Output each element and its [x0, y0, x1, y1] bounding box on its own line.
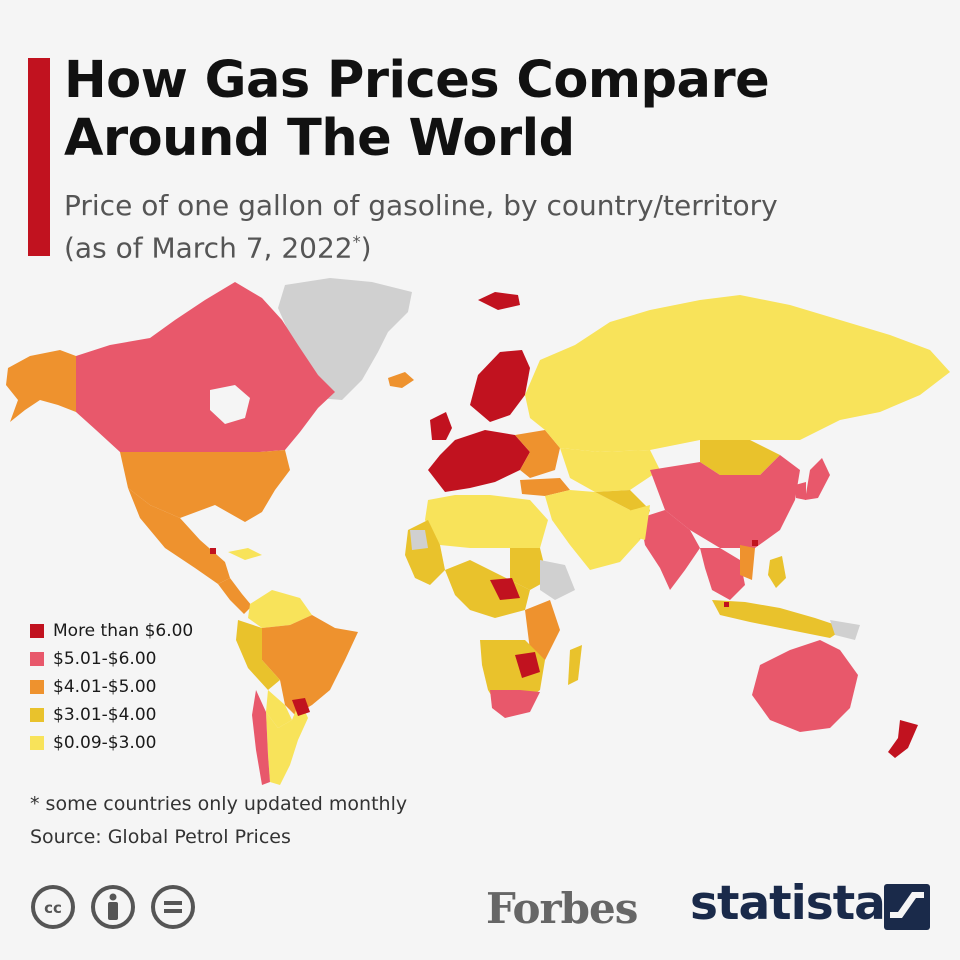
subtitle-line-1: Price of one gallon of gasoline, by coun…: [64, 189, 778, 222]
region-russia: [525, 295, 950, 452]
region-turkey: [520, 478, 570, 496]
region-caribbean: [228, 548, 262, 560]
legend-item: $4.01-$5.00: [30, 673, 193, 701]
region-horn: [540, 560, 575, 600]
world-map: [6, 278, 950, 785]
region-sudan: [510, 548, 548, 590]
page-subtitle: Price of one gallon of gasoline, by coun…: [64, 188, 924, 266]
region-western-europe: [428, 430, 530, 492]
no-derivatives-icon[interactable]: [150, 884, 196, 930]
legend-item: $0.09-$3.00: [30, 729, 193, 757]
region-central-america: [218, 578, 252, 614]
region-new-zealand: [888, 720, 918, 758]
region-singapore: [724, 602, 729, 607]
region-western-sahara: [410, 530, 428, 550]
region-middle-east: [545, 490, 640, 570]
title-line-2: Around The World: [64, 109, 575, 168]
region-central-africa: [445, 560, 530, 618]
legend-swatch: [30, 736, 44, 750]
license-icons: cc: [30, 884, 196, 930]
forbes-logo[interactable]: Forbes: [486, 884, 638, 933]
region-zimbabwe: [515, 652, 540, 678]
region-usa: [120, 450, 290, 522]
region-cayman: [210, 548, 216, 554]
region-east-africa: [525, 600, 560, 660]
region-scandinavia: [470, 350, 530, 422]
legend-label: $3.01-$4.00: [53, 705, 157, 725]
legend-item: More than $6.00: [30, 617, 193, 645]
source-note: Source: Global Petrol Prices: [30, 826, 291, 848]
region-australia: [752, 640, 858, 732]
page-title: How Gas Prices Compare Around The World: [64, 52, 924, 168]
region-papua: [830, 620, 860, 640]
region-bolivia: [266, 690, 292, 728]
region-south-africa: [490, 690, 540, 718]
region-india: [640, 510, 700, 590]
svg-text:cc: cc: [44, 899, 62, 917]
legend-swatch: [30, 680, 44, 694]
region-mongolia: [700, 440, 780, 475]
legend-item: $3.01-$4.00: [30, 701, 193, 729]
region-car: [490, 578, 520, 600]
statista-mark-icon[interactable]: [884, 884, 930, 930]
statista-logo[interactable]: statista: [690, 876, 886, 931]
region-mexico: [128, 488, 230, 584]
subtitle-close: ): [360, 231, 372, 265]
accent-bar: [28, 58, 50, 256]
region-hong-kong: [752, 540, 758, 546]
legend-swatch: [30, 708, 44, 722]
region-peru: [236, 620, 280, 690]
hudson-bay: [210, 385, 250, 424]
legend-label: $5.01-$6.00: [53, 649, 157, 669]
region-argentina: [266, 700, 308, 785]
legend: More than $6.00 $5.01-$6.00 $4.01-$5.00 …: [30, 617, 193, 757]
region-svalbard: [478, 292, 520, 310]
region-alaska: [6, 350, 76, 422]
region-madagascar: [568, 645, 582, 685]
legend-label: More than $6.00: [53, 621, 194, 641]
region-china: [650, 455, 800, 548]
title-line-1: How Gas Prices Compare: [64, 51, 770, 110]
region-uruguay: [292, 698, 310, 716]
region-brazil: [262, 615, 358, 715]
region-se-asia: [700, 548, 745, 600]
region-canada: [76, 282, 335, 452]
subtitle-asterisk: *: [352, 232, 361, 251]
region-central-asia: [560, 448, 660, 492]
region-south-america-north: [248, 590, 312, 628]
legend-label: $0.09-$3.00: [53, 733, 157, 753]
region-indonesia: [712, 600, 845, 638]
legend-swatch: [30, 652, 44, 666]
subtitle-date: (as of March 7, 2022: [64, 231, 353, 265]
region-iceland: [388, 372, 414, 388]
attribution-icon[interactable]: [90, 884, 136, 930]
legend-label: $4.01-$5.00: [53, 677, 157, 697]
legend-item: $5.01-$6.00: [30, 645, 193, 673]
region-chile: [252, 690, 270, 785]
legend-swatch: [30, 624, 44, 638]
footnote: * some countries only updated monthly: [30, 793, 408, 815]
region-korea: [795, 482, 806, 500]
subtitle-line-2: (as of March 7, 2022*): [64, 224, 924, 266]
region-uk: [430, 412, 452, 440]
region-eastern-europe: [515, 430, 560, 478]
region-north-africa: [425, 495, 548, 548]
region-vietnam: [740, 545, 755, 580]
region-pakistan: [625, 505, 650, 540]
region-philippines: [768, 556, 786, 588]
cc-icon[interactable]: cc: [30, 884, 76, 930]
region-japan: [805, 458, 830, 500]
